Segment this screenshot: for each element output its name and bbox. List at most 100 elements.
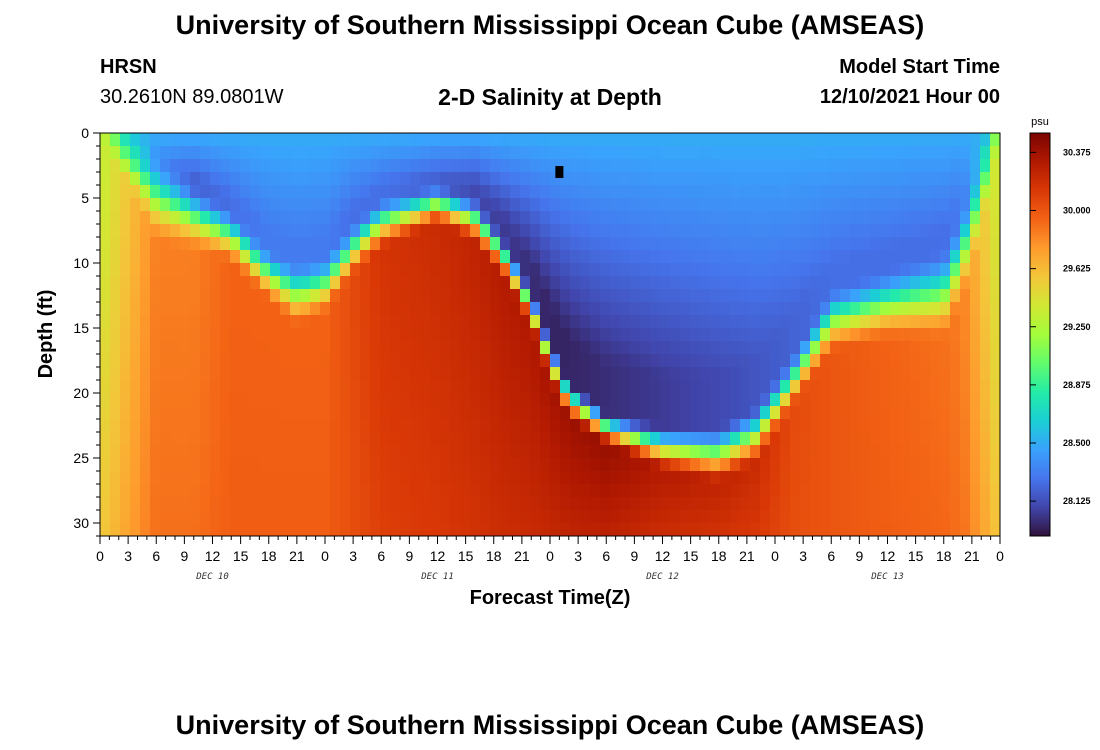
heatmap-cell: [810, 289, 821, 303]
heatmap-cell: [130, 211, 141, 225]
heatmap-cell: [320, 341, 331, 355]
heatmap-cell: [820, 445, 831, 459]
heatmap-cell: [880, 185, 891, 199]
heatmap-cell: [990, 133, 1000, 147]
heatmap-cell: [940, 276, 951, 290]
heatmap-cell: [910, 198, 921, 212]
heatmap-cell: [440, 315, 451, 329]
heatmap-cell: [240, 146, 251, 160]
heatmap-cell: [820, 133, 831, 147]
heatmap-cell: [580, 484, 591, 498]
heatmap-cell: [120, 263, 131, 277]
heatmap-cell: [470, 497, 481, 511]
heatmap-cell: [760, 380, 771, 394]
heatmap-cell: [470, 484, 481, 498]
heatmap-cell: [430, 224, 441, 238]
heatmap-cell: [480, 276, 491, 290]
heatmap-cell: [410, 302, 421, 316]
heatmap-cell: [500, 380, 511, 394]
heatmap-cell: [780, 393, 791, 407]
heatmap-cell: [210, 185, 221, 199]
heatmap-cell: [470, 224, 481, 238]
heatmap-cell: [170, 458, 181, 472]
heatmap-cell: [470, 341, 481, 355]
heatmap-cell: [750, 159, 761, 173]
heatmap-cell: [460, 159, 471, 173]
heatmap-cell: [490, 315, 501, 329]
heatmap-cell: [410, 471, 421, 485]
heatmap-cell: [440, 159, 451, 173]
heatmap-cell: [690, 380, 701, 394]
heatmap-cell: [140, 354, 151, 368]
heatmap-cell: [500, 471, 511, 485]
heatmap-cell: [350, 419, 361, 433]
heatmap-cell: [200, 354, 211, 368]
heatmap-cell: [820, 172, 831, 186]
heatmap-cell: [400, 393, 411, 407]
heatmap-cell: [700, 406, 711, 420]
heatmap-cell: [140, 484, 151, 498]
heatmap-cell: [410, 510, 421, 524]
heatmap-cell: [810, 185, 821, 199]
heatmap-cell: [910, 406, 921, 420]
heatmap-cell: [160, 471, 171, 485]
heatmap-cell: [840, 211, 851, 225]
heatmap-cell: [820, 523, 831, 536]
heatmap-cell: [890, 263, 901, 277]
heatmap-cell: [590, 523, 601, 536]
heatmap-cell: [280, 328, 291, 342]
heatmap-cell: [730, 146, 741, 160]
heatmap-cell: [850, 250, 861, 264]
heatmap-cell: [630, 146, 641, 160]
heatmap-cell: [600, 224, 611, 238]
heatmap-cell: [430, 289, 441, 303]
heatmap-cell: [300, 146, 311, 160]
heatmap-cell: [630, 198, 641, 212]
heatmap-cell: [870, 315, 881, 329]
heatmap-cell: [390, 432, 401, 446]
heatmap-cell: [510, 159, 521, 173]
heatmap-cell: [360, 523, 371, 536]
heatmap-cell: [220, 393, 231, 407]
heatmap-cell: [230, 276, 241, 290]
heatmap-cell: [370, 237, 381, 251]
heatmap-cell: [220, 146, 231, 160]
heatmap-cell: [710, 250, 721, 264]
heatmap-cell: [240, 237, 251, 251]
heatmap-cell: [240, 471, 251, 485]
heatmap-cell: [360, 419, 371, 433]
heatmap-cell: [670, 224, 681, 238]
heatmap-cell: [530, 432, 541, 446]
heatmap-cell: [300, 328, 311, 342]
heatmap-cell: [950, 185, 961, 199]
heatmap-cell: [830, 211, 841, 225]
heatmap-cell: [180, 276, 191, 290]
heatmap-cell: [160, 211, 171, 225]
x-tick-label: 6: [377, 548, 385, 564]
heatmap-cell: [820, 146, 831, 160]
heatmap-cell: [520, 302, 531, 316]
heatmap-cell: [150, 484, 161, 498]
heatmap-cell: [840, 523, 851, 536]
heatmap-cell: [200, 133, 211, 147]
heatmap-cell: [830, 289, 841, 303]
heatmap-cell: [820, 211, 831, 225]
heatmap-cell: [720, 133, 731, 147]
heatmap-cell: [450, 458, 461, 472]
heatmap-cell: [510, 458, 521, 472]
heatmap-cell: [580, 328, 591, 342]
heatmap-cell: [820, 497, 831, 511]
heatmap-cell: [870, 328, 881, 342]
heatmap-cell: [140, 276, 151, 290]
heatmap-cell: [790, 393, 801, 407]
heatmap-cell: [780, 263, 791, 277]
heatmap-cell: [710, 380, 721, 394]
heatmap-cell: [860, 302, 871, 316]
heatmap-cell: [600, 354, 611, 368]
heatmap-cell: [580, 432, 591, 446]
heatmap-cell: [940, 341, 951, 355]
heatmap-cell: [410, 146, 421, 160]
heatmap-cell: [840, 315, 851, 329]
heatmap-cell: [850, 237, 861, 251]
heatmap-cell: [200, 224, 211, 238]
